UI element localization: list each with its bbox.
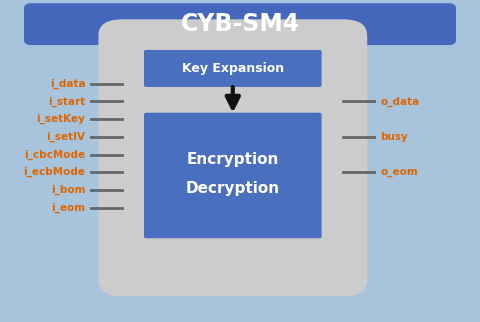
FancyBboxPatch shape	[144, 50, 322, 87]
Text: CYB-SM4: CYB-SM4	[180, 12, 300, 36]
Text: i_eom: i_eom	[51, 203, 85, 213]
Text: i_cbcMode: i_cbcMode	[24, 149, 85, 160]
Text: o_eom: o_eom	[380, 167, 418, 177]
Text: i_setIV: i_setIV	[47, 132, 85, 142]
FancyBboxPatch shape	[24, 3, 456, 45]
Text: i_bom: i_bom	[51, 185, 85, 195]
Text: i_data: i_data	[50, 79, 85, 89]
Text: Key Expansion: Key Expansion	[182, 62, 284, 75]
Text: busy: busy	[380, 132, 408, 142]
Text: i_ecbMode: i_ecbMode	[24, 167, 85, 177]
Text: Encryption: Encryption	[187, 152, 279, 167]
Text: o_data: o_data	[380, 96, 420, 107]
FancyBboxPatch shape	[144, 113, 322, 238]
Text: Decryption: Decryption	[186, 181, 280, 196]
Text: i_setKey: i_setKey	[36, 114, 85, 124]
Text: i_start: i_start	[48, 96, 85, 107]
FancyBboxPatch shape	[98, 19, 367, 296]
